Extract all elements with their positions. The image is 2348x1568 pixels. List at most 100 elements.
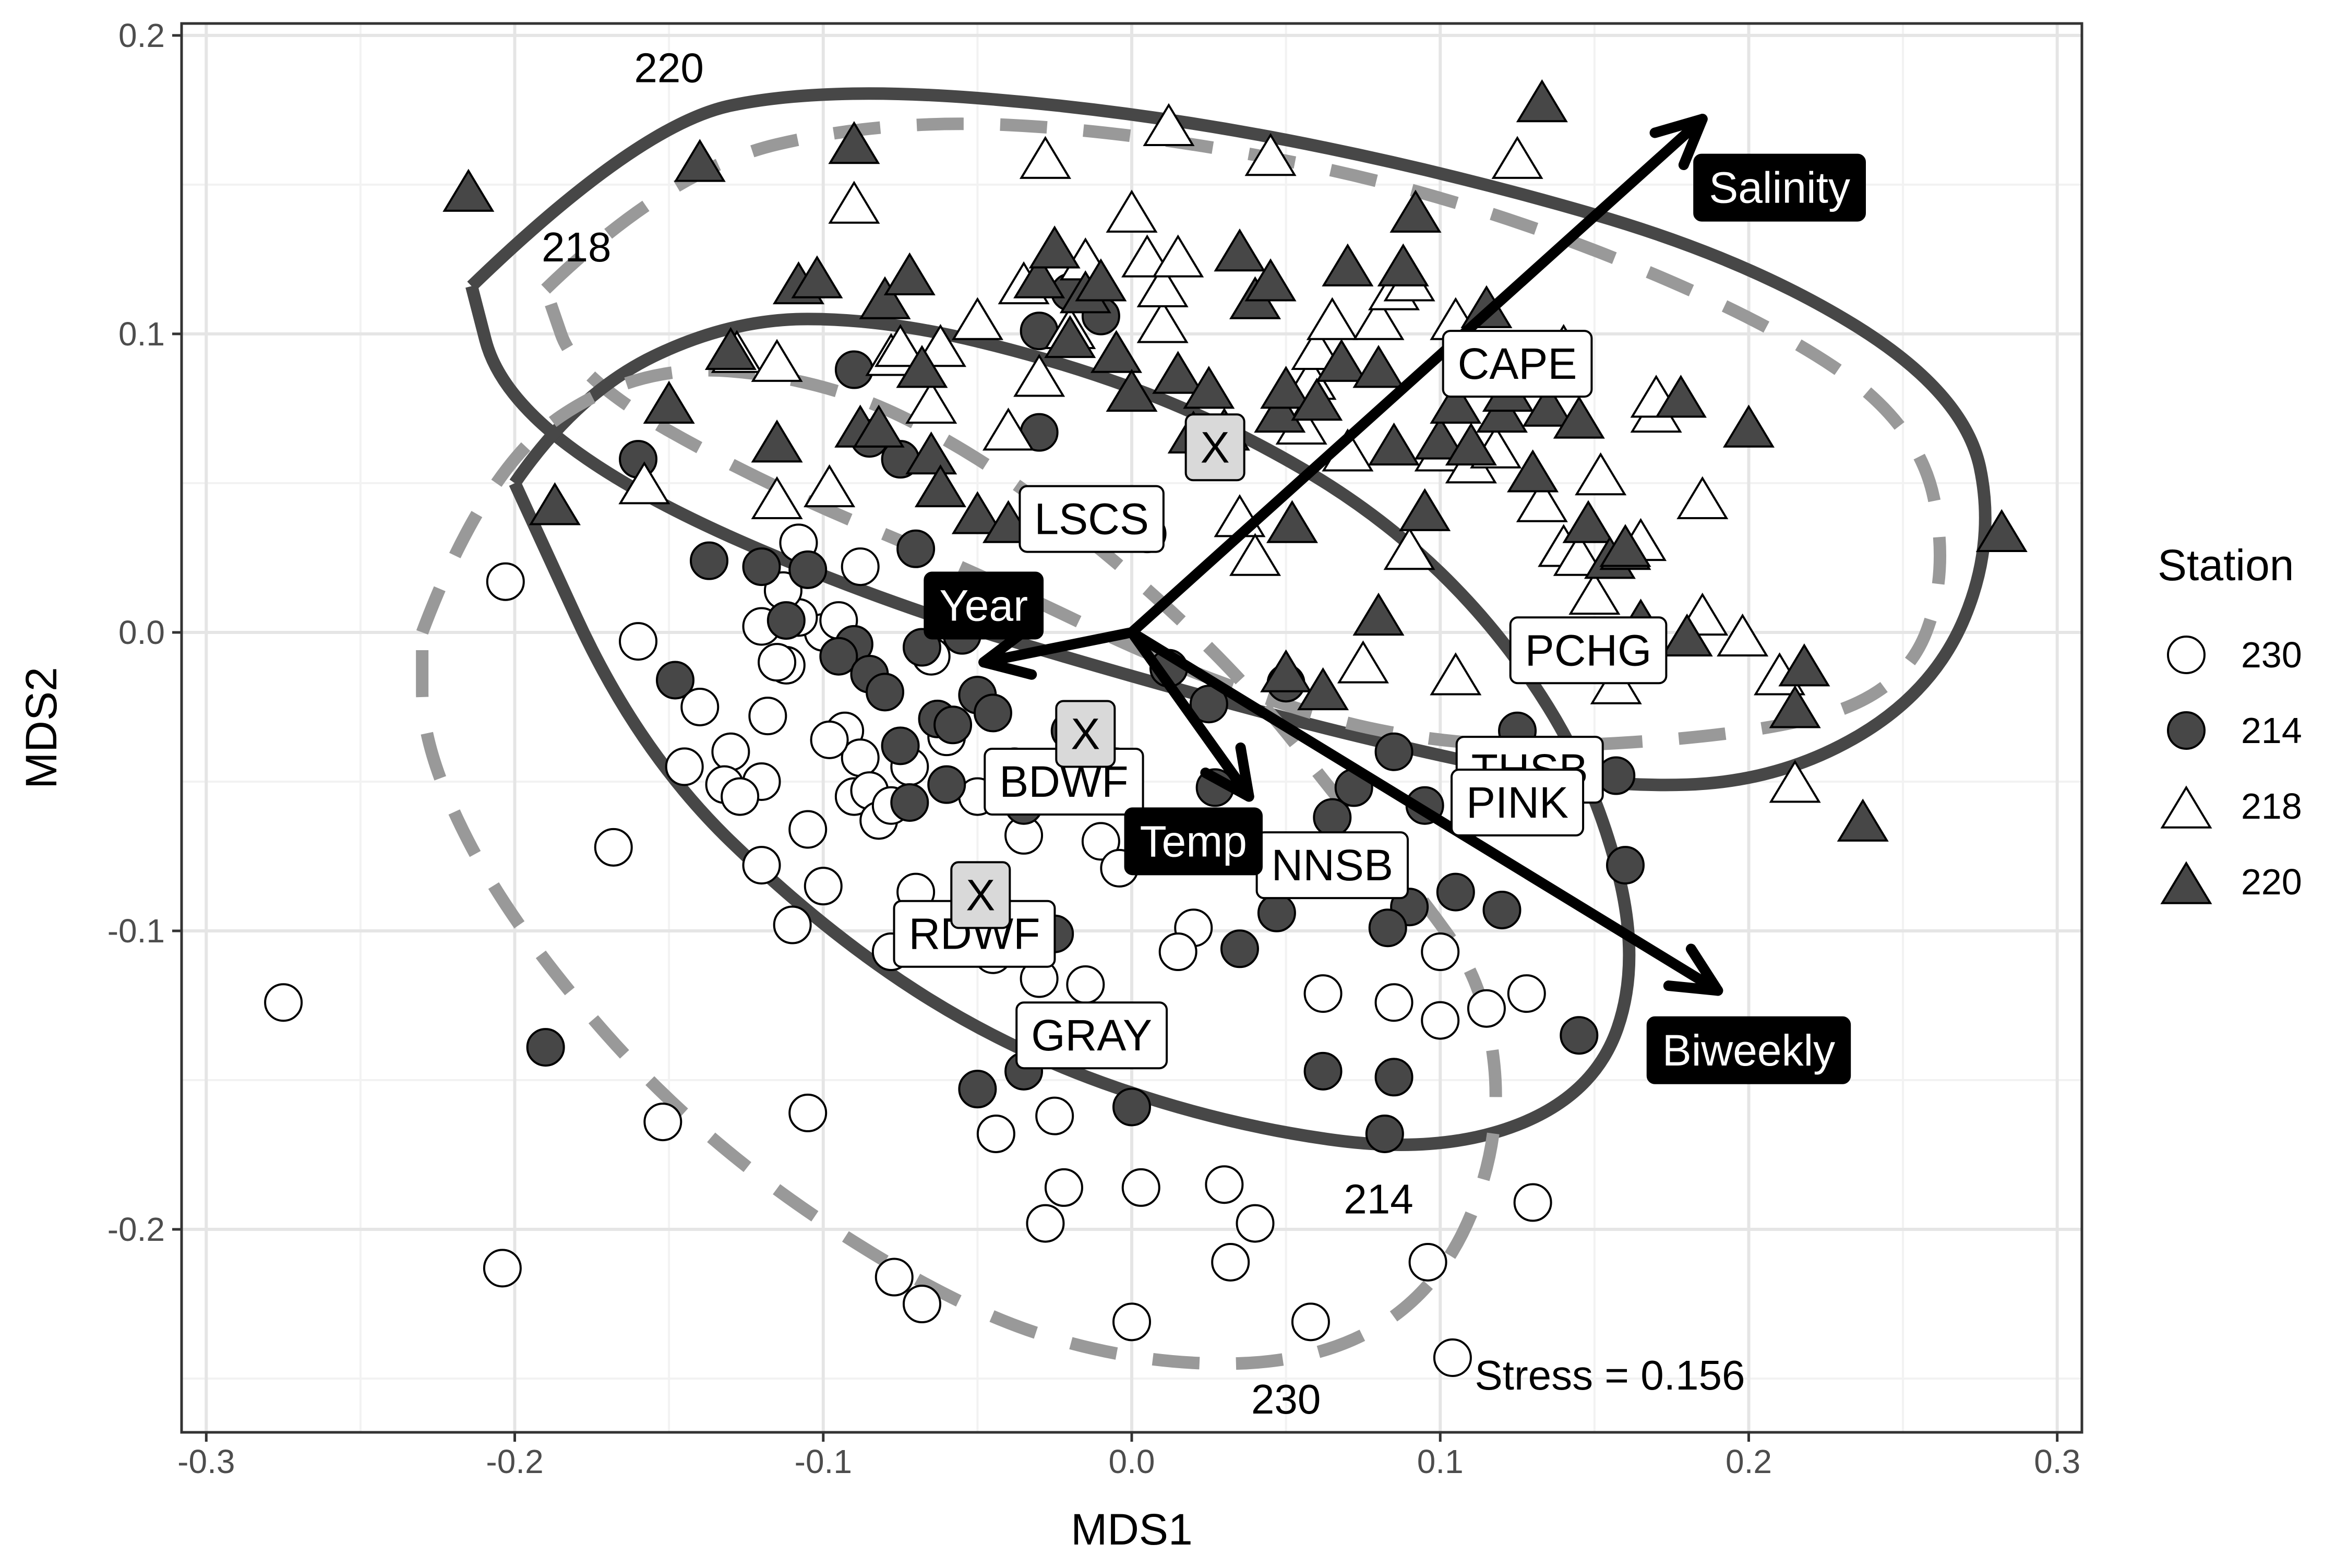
- point-218: [874, 324, 927, 367]
- point-230: [1433, 1338, 1472, 1377]
- point-230: [264, 983, 303, 1022]
- centroid-marker-box: [950, 861, 1011, 929]
- vector-line-biweekly: [1127, 627, 1723, 996]
- legend-key-220: [2160, 861, 2212, 904]
- point-218: [1516, 479, 1568, 522]
- point-220: [1599, 524, 1651, 567]
- point-220: [859, 276, 911, 319]
- y-tick-label: -0.1: [107, 912, 165, 950]
- centroid-marker: X: [1201, 423, 1230, 472]
- point-220: [442, 169, 495, 212]
- ellipse-218: [540, 117, 1947, 752]
- legend-label-220: 220: [2241, 861, 2302, 902]
- point-230: [810, 720, 849, 759]
- centroid-marker-group: X: [1184, 413, 1245, 482]
- legend-label-230: 230: [2241, 635, 2302, 675]
- point-220: [1013, 255, 1065, 298]
- vector-label-temp-box: [1124, 807, 1263, 876]
- point-230: [1205, 1165, 1244, 1204]
- centroid-marker-group: X: [1055, 700, 1116, 768]
- point-230: [1303, 974, 1343, 1013]
- ellipse-label-230: 230: [1251, 1376, 1321, 1422]
- point-230: [1026, 1204, 1065, 1243]
- vector-label-salinity: Salinity: [1709, 163, 1850, 212]
- vector-label-biweekly-box: [1646, 1016, 1851, 1084]
- point-220: [853, 404, 905, 448]
- point-220: [1075, 258, 1127, 302]
- point-220: [1260, 649, 1312, 692]
- point-220: [1368, 422, 1420, 466]
- point-218: [1019, 136, 1071, 179]
- point-220: [1507, 449, 1559, 493]
- site-label-cape-group: CAPE: [1442, 330, 1593, 398]
- point-230: [1421, 932, 1460, 972]
- site-label-pchg: PCHG: [1525, 626, 1652, 675]
- point-220: [1562, 500, 1614, 543]
- vector-line-salinity: [1127, 114, 1708, 638]
- point-230: [874, 1258, 914, 1297]
- x-tick-label: 0.3: [2034, 1443, 2080, 1480]
- point-214: [1365, 1114, 1404, 1153]
- vector-arrowhead-salinity: [1649, 114, 1708, 170]
- y-tick-label: -0.2: [107, 1211, 165, 1248]
- y-axis-title: MDS2: [17, 667, 66, 788]
- point-218: [804, 464, 856, 508]
- point-220: [1090, 330, 1142, 373]
- site-label-lscs: LSCS: [1034, 495, 1148, 544]
- point-230: [1291, 1302, 1330, 1342]
- point-230: [1421, 1001, 1460, 1040]
- point-214: [1220, 929, 1259, 968]
- legend-label-214: 214: [2241, 710, 2302, 751]
- point-220: [1214, 228, 1266, 272]
- vector-label-salinity-box: [1693, 153, 1866, 222]
- point-220: [951, 491, 1003, 534]
- point-230: [758, 643, 797, 682]
- point-230: [1035, 1096, 1074, 1135]
- axes-layer: -0.3 -0.2 -0.1 0.0 0.1 0.2 0.3 -0.2 -0.1 0.0 0.1 0.…: [17, 17, 2083, 1554]
- point-214: [1606, 846, 1645, 885]
- point-230: [1044, 1168, 1083, 1207]
- point-230: [902, 1285, 941, 1324]
- stress-annotation: Stress = 0.156: [1475, 1352, 1745, 1398]
- point-218: [1306, 297, 1358, 340]
- vector-arrowhead-temp: [1200, 742, 1254, 802]
- point-220: [1414, 416, 1466, 460]
- point-218: [1383, 526, 1435, 570]
- site-label-nnsb-group: NNSB: [1255, 831, 1409, 900]
- x-axis-title: MDS1: [1071, 1505, 1192, 1554]
- point-214: [690, 541, 729, 580]
- point-214: [933, 705, 973, 745]
- ellipse-label-218: 218: [542, 224, 611, 270]
- point-230: [1513, 1183, 1552, 1222]
- point-220: [1297, 667, 1349, 711]
- point-220: [1445, 422, 1497, 466]
- ellipse-214: [509, 313, 1636, 1151]
- point-214: [526, 1028, 565, 1067]
- vector-label-year-box: [924, 571, 1044, 640]
- point-218: [951, 297, 1003, 340]
- point-218: [1676, 476, 1729, 520]
- point-220: [751, 419, 803, 463]
- point-214: [1112, 1087, 1151, 1127]
- point-218: [1491, 136, 1543, 179]
- y-tick-label: 0.1: [118, 315, 165, 353]
- site-label-cape-box: [1442, 330, 1593, 398]
- legend-key-218: [2160, 785, 2212, 829]
- centroid-marker: X: [1071, 709, 1100, 758]
- point-218: [828, 181, 880, 224]
- ellipse-label-220: 220: [634, 45, 703, 91]
- ellipse-label-214: 214: [1344, 1176, 1413, 1223]
- point-220: [1655, 375, 1707, 418]
- vector-line-year: [978, 627, 1137, 668]
- x-tick-label: -0.1: [795, 1443, 852, 1480]
- point-214: [927, 765, 966, 804]
- point-218: [1553, 533, 1605, 576]
- point-230: [976, 1114, 1015, 1153]
- legend-layer: Station 230 214 218 220: [2158, 541, 2302, 904]
- point-214: [1303, 1051, 1343, 1091]
- site-label-gray-group: GRAY: [1015, 1001, 1168, 1070]
- point-220: [1661, 613, 1713, 657]
- vector-arrowhead-biweekly: [1663, 943, 1723, 996]
- point-214: [1368, 908, 1407, 948]
